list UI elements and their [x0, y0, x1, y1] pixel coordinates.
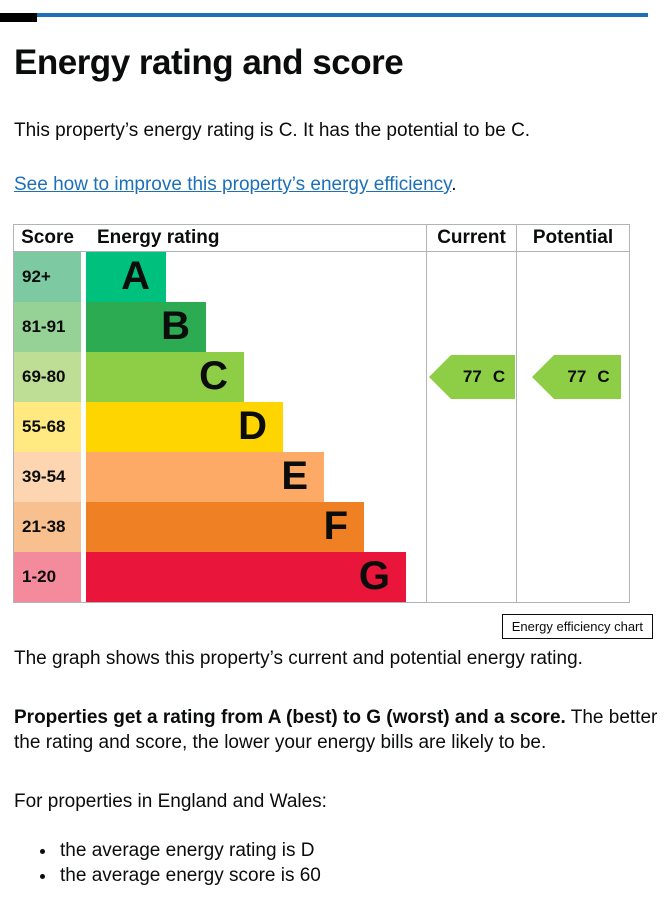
link-suffix: . [451, 174, 457, 195]
caption-row: Energy efficiency chart [14, 614, 655, 639]
header-underline [14, 251, 629, 252]
potential-column-divider [516, 225, 517, 602]
band-row-d: 55-68 D [14, 402, 629, 452]
intro-text: This property’s energy rating is C. It h… [14, 120, 531, 141]
energy-efficiency-chart: Score Energy rating Current Potential 92… [13, 224, 630, 603]
top-left-black-bar [0, 13, 37, 22]
improve-link-line: See how to improve this property’s energ… [14, 174, 655, 196]
rating-info-bold: Properties get a rating from A (best) to… [14, 707, 566, 728]
potential-band: C [597, 367, 610, 386]
band-score-cell: 69-80 [14, 352, 81, 402]
band-bar: G [86, 552, 406, 602]
band-row-f: 21-38 F [14, 502, 629, 552]
list-item-average-score: the average energy score is 60 [57, 863, 655, 888]
potential-rating-arrow: 77 C [532, 355, 621, 399]
improve-efficiency-link[interactable]: See how to improve this property’s energ… [14, 174, 452, 195]
current-score: 77 [462, 367, 482, 386]
band-row-b: 81-91 B [14, 302, 629, 352]
band-score-cell: 81-91 [14, 302, 81, 352]
band-row-a: 92+ A [14, 252, 629, 302]
list-item-average-rating: the average energy rating is D [57, 838, 655, 863]
potential-score: 77 [567, 367, 587, 386]
band-score-cell: 39-54 [14, 452, 81, 502]
region-note-text: For properties in England and Wales: [14, 791, 327, 812]
average-stats-list: the average energy rating is D the avera… [14, 838, 655, 888]
band-score-cell: 21-38 [14, 502, 81, 552]
current-column-divider [426, 225, 427, 602]
band-row-e: 39-54 E [14, 452, 629, 502]
section-divider-rule [10, 13, 648, 17]
band-bar: A [86, 252, 166, 302]
graph-note-text: The graph shows this property’s current … [14, 648, 583, 669]
column-header-score: Score [21, 227, 74, 248]
band-score-cell: 1-20 [14, 552, 81, 602]
page-title: Energy rating and score [14, 43, 404, 82]
rating-info-rest: The better the rating and score, the low… [14, 707, 658, 753]
band-row-g: 1-20 G [14, 552, 629, 602]
current-band: C [492, 367, 506, 386]
band-score-cell: 55-68 [14, 402, 81, 452]
band-bar: D [86, 402, 283, 452]
column-header-potential: Potential [532, 227, 614, 248]
band-bar: E [86, 452, 324, 502]
rating-info-text: Properties get a rating from A (best) to… [14, 705, 669, 755]
chart-caption-badge: Energy efficiency chart [501, 614, 653, 639]
main-content: Energy rating and score This property’s … [0, 43, 669, 888]
band-row-c: 69-80 C [14, 352, 629, 402]
column-header-current: Current [437, 227, 506, 248]
band-score-cell: 92+ [14, 252, 81, 302]
band-bar: B [86, 302, 206, 352]
band-bar: F [86, 502, 364, 552]
band-bar: C [86, 352, 244, 402]
column-header-energy-rating: Energy rating [97, 227, 220, 248]
